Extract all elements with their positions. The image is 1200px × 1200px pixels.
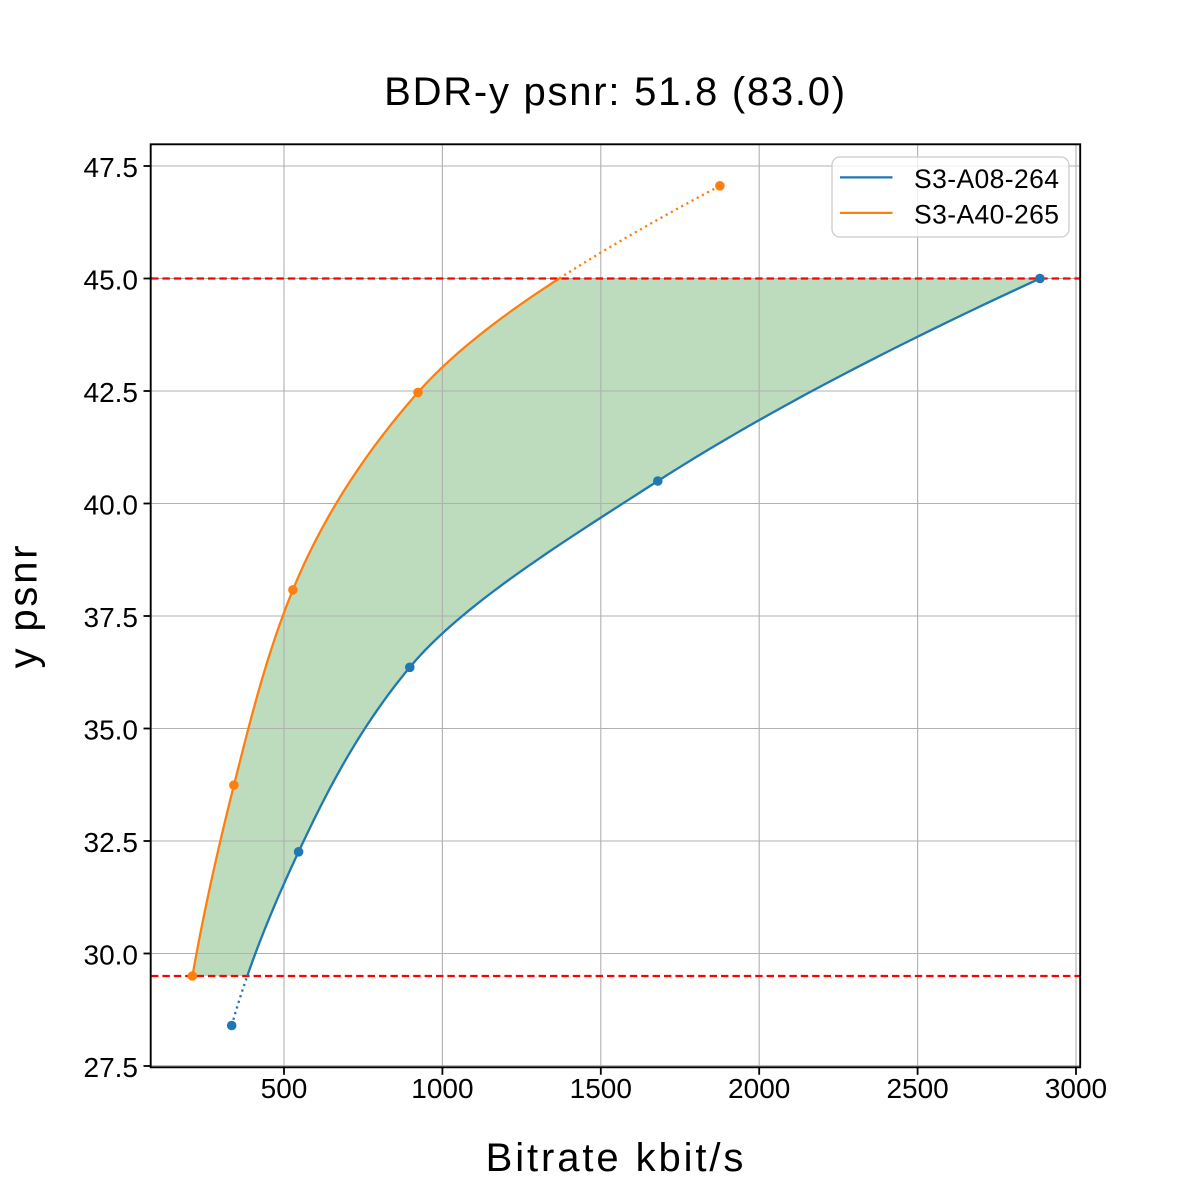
svg-text:40.0: 40.0 — [84, 490, 139, 521]
svg-text:500: 500 — [261, 1073, 308, 1104]
svg-text:37.5: 37.5 — [84, 602, 139, 633]
svg-text:27.5: 27.5 — [84, 1052, 139, 1083]
svg-text:32.5: 32.5 — [84, 827, 139, 858]
svg-text:45.0: 45.0 — [84, 265, 139, 296]
svg-text:S3-A08-264: S3-A08-264 — [914, 164, 1059, 194]
svg-text:Bitrate kbit/s: Bitrate kbit/s — [486, 1136, 747, 1180]
svg-text:2000: 2000 — [728, 1073, 790, 1104]
svg-text:47.5: 47.5 — [84, 152, 139, 183]
svg-text:30.0: 30.0 — [84, 940, 139, 971]
svg-text:42.5: 42.5 — [84, 377, 139, 408]
svg-text:y psnr: y psnr — [2, 543, 46, 669]
svg-text:S3-A40-265: S3-A40-265 — [914, 200, 1059, 230]
svg-text:1000: 1000 — [411, 1073, 473, 1104]
svg-text:1500: 1500 — [570, 1073, 632, 1104]
svg-text:3000: 3000 — [1045, 1073, 1107, 1104]
svg-text:BDR-y psnr: 51.8 (83.0): BDR-y psnr: 51.8 (83.0) — [384, 70, 847, 114]
svg-text:35.0: 35.0 — [84, 715, 139, 746]
svg-text:2500: 2500 — [886, 1073, 948, 1104]
